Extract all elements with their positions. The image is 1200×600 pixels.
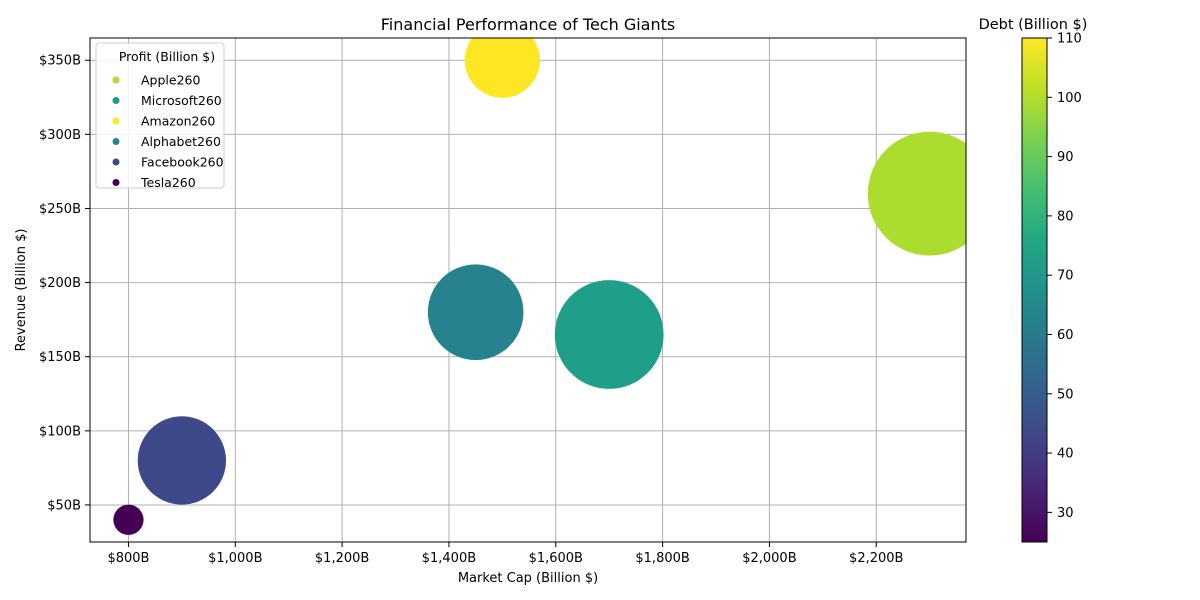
y-tick-label: $200B <box>39 276 81 291</box>
bubble-tesla260 <box>113 504 144 535</box>
colorbar-tick-label: 100 <box>1057 91 1082 106</box>
colorbar-tick-label: 110 <box>1057 32 1082 47</box>
x-tick-label: $2,200B <box>849 551 903 566</box>
y-tick-label: $100B <box>39 424 81 439</box>
legend: Profit (Billion $) Apple260Microsoft260A… <box>95 42 225 190</box>
legend-item: Apple260 <box>112 73 200 88</box>
x-tick-label: $800B <box>107 551 149 566</box>
y-tick-label: $350B <box>39 54 81 69</box>
y-axis-ticks: $50B $100B $150B $200B $250B $300B $350B <box>39 54 90 513</box>
plot-frame <box>89 37 967 543</box>
bubble-alphabet260 <box>427 264 524 361</box>
colorbar-ticks: 30 40 50 60 70 80 90 100 110 <box>1047 32 1082 521</box>
legend-label: Facebook260 <box>141 155 224 170</box>
legend-item: Tesla260 <box>112 175 196 190</box>
colorbar-tick-label: 40 <box>1057 447 1074 462</box>
bubble-microsoft260 <box>554 280 664 389</box>
legend-item: Alphabet260 <box>112 134 221 149</box>
bubble-amazon260 <box>464 38 540 98</box>
legend-marker <box>112 76 120 84</box>
colorbar-tick-label: 30 <box>1057 506 1074 521</box>
x-axis-label: Market Cap (Billion $) <box>458 571 598 586</box>
grid <box>90 38 966 542</box>
colorbar-tick-label: 60 <box>1057 328 1074 343</box>
legend-label: Amazon260 <box>141 114 215 129</box>
legend-marker <box>112 179 120 186</box>
bubble-apple260 <box>867 131 966 256</box>
bubble-facebook260 <box>137 416 227 505</box>
legend-item: Microsoft260 <box>112 93 222 108</box>
x-tick-label: $1,400B <box>422 551 476 566</box>
legend-box <box>95 42 225 189</box>
legend-label: Tesla260 <box>140 175 196 190</box>
x-axis-ticks: $800B $1,000B $1,200B $1,400B $1,600B $1,800B… <box>107 542 903 566</box>
x-tick-label: $1,000B <box>208 551 262 566</box>
legend-title: Profit (Billion $) <box>119 49 215 64</box>
legend-label: Apple260 <box>141 73 200 88</box>
legend-item: Facebook260 <box>112 155 224 170</box>
legend-marker <box>112 138 120 145</box>
colorbar-tick-label: 80 <box>1057 209 1074 224</box>
legend-label: Microsoft260 <box>141 93 222 108</box>
y-tick-label: $50B <box>47 498 81 513</box>
legend-marker <box>112 117 120 125</box>
colorbar-tick-label: 50 <box>1057 387 1074 402</box>
y-axis-label: Revenue (Billion $) <box>14 229 29 352</box>
y-tick-label: $300B <box>39 128 81 143</box>
y-tick-label: $150B <box>39 350 81 365</box>
chart-title: Financial Performance of Tech Giants <box>381 15 675 34</box>
colorbar-tick-label: 70 <box>1057 269 1074 284</box>
x-tick-label: $1,800B <box>635 551 689 566</box>
colorbar: Debt (Billion $) 30 40 50 60 70 80 90 100 110 <box>979 17 1088 543</box>
colorbar-gradient <box>1021 37 1048 543</box>
legend-items: Apple260 Microsoft260 Amazon260 Alphabet260… <box>112 73 224 190</box>
legend-marker <box>112 97 120 104</box>
y-tick-label: $250B <box>39 202 81 217</box>
x-tick-label: $1,600B <box>529 551 583 566</box>
legend-label: Alphabet260 <box>141 134 221 149</box>
x-tick-label: $1,200B <box>315 551 369 566</box>
colorbar-label: Debt (Billion $) <box>979 17 1088 33</box>
legend-item: Amazon260 <box>112 114 215 129</box>
scatter-points <box>113 38 966 535</box>
colorbar-tick-label: 90 <box>1057 150 1074 165</box>
x-tick-label: $2,000B <box>742 551 796 566</box>
legend-marker <box>112 158 120 166</box>
